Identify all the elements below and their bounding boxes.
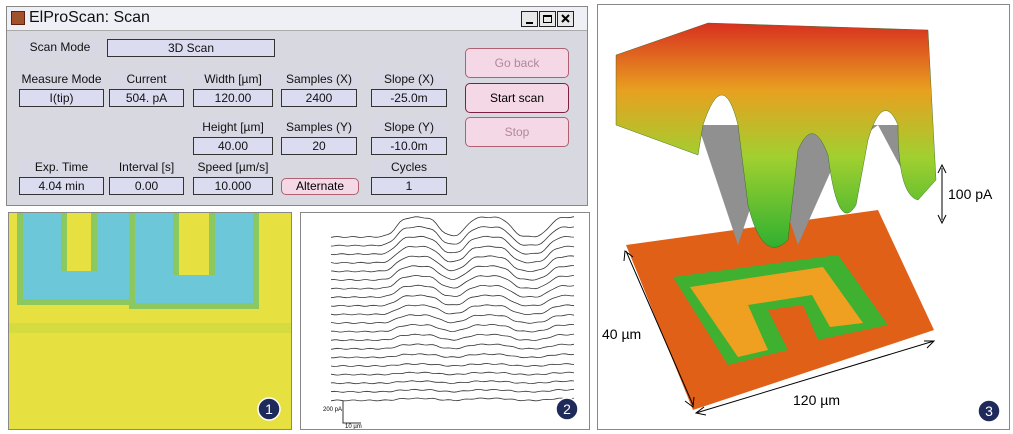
title-bar: ElProScan: Scan <box>7 7 587 31</box>
trace <box>331 285 574 298</box>
field-value: 120.00 <box>193 89 273 107</box>
trace <box>331 275 574 289</box>
trace <box>331 354 574 358</box>
field-value: 0.00 <box>109 177 184 195</box>
close-button[interactable] <box>557 11 574 27</box>
trace <box>331 217 574 238</box>
field-value: 1 <box>371 177 447 195</box>
field-value: 4.04 min <box>19 177 104 195</box>
field-label: Samples (Y) <box>281 119 357 136</box>
z-scale-label: 100 pA <box>948 186 993 202</box>
trace <box>331 381 574 384</box>
surface-panel: 100 pA 40 µm 120 µm 3 <box>597 4 1010 430</box>
app-icon <box>11 11 25 25</box>
maximize-button[interactable] <box>539 11 556 27</box>
field-label: Height [µm] <box>193 119 273 136</box>
heatmap-panel: 1 <box>8 212 292 430</box>
field-value: 20 <box>281 137 357 155</box>
trace <box>331 389 574 392</box>
field-value: 10.000 <box>193 177 273 195</box>
y-size-label: 40 µm <box>602 326 641 342</box>
trace <box>331 315 574 324</box>
field-label: Measure Mode <box>19 71 104 88</box>
button[interactable]: Stop <box>465 117 569 147</box>
trace <box>331 398 574 401</box>
scale-bar <box>343 401 361 423</box>
field-label: Interval [s] <box>109 159 184 176</box>
field-value: -25.0m <box>371 89 447 107</box>
trace <box>331 334 574 341</box>
field-value: I(tip) <box>19 89 104 107</box>
traces-panel: 200 pA 10 µm 2 <box>300 212 590 430</box>
close-icon <box>558 12 573 26</box>
surface-plot: 100 pA 40 µm 120 µm 3 <box>598 5 1009 429</box>
panel-number: 2 <box>563 401 571 417</box>
trace <box>331 364 574 367</box>
scale-y-label: 200 pA <box>323 407 342 413</box>
trace <box>331 344 574 349</box>
window-title: ElProScan: Scan <box>29 9 150 27</box>
field-label: Scan Mode <box>19 39 101 56</box>
panel-number: 1 <box>265 401 273 417</box>
button[interactable]: Start scan <box>465 83 569 113</box>
trace <box>331 256 574 272</box>
field-value: -10.0m <box>371 137 447 155</box>
stripe <box>9 323 291 333</box>
field-value: 504. pA <box>109 89 184 107</box>
field-label: Speed [µm/s] <box>193 159 273 176</box>
field-value[interactable]: 3D Scan <box>107 39 275 57</box>
page: ElProScan: Scan Scan Mode 3D ScanMeasure … <box>0 0 1013 434</box>
field-label: Cycles <box>371 159 447 176</box>
field-value: 40.00 <box>193 137 273 155</box>
x-size-label: 120 µm <box>793 392 840 408</box>
field-label: Width [µm] <box>193 71 273 88</box>
trace <box>331 372 574 375</box>
toggle-button[interactable]: Alternate <box>281 178 359 195</box>
field-label: Current <box>109 71 184 88</box>
minimize-button[interactable] <box>521 11 538 27</box>
field-value: 2400 <box>281 89 357 107</box>
panel-number: 3 <box>985 403 993 419</box>
trace <box>331 266 574 281</box>
field-label: Slope (Y) <box>371 119 447 136</box>
field-label: Slope (X) <box>371 71 447 88</box>
field-label: Samples (X) <box>281 71 357 88</box>
scale-x-label: 10 µm <box>345 424 362 429</box>
heatmap: 1 <box>9 213 291 429</box>
button[interactable]: Go back <box>465 48 569 78</box>
trace <box>331 324 574 332</box>
traces: 200 pA 10 µm 2 <box>301 213 589 429</box>
field-label: Exp. Time <box>19 159 104 176</box>
z-arrow <box>938 165 946 223</box>
